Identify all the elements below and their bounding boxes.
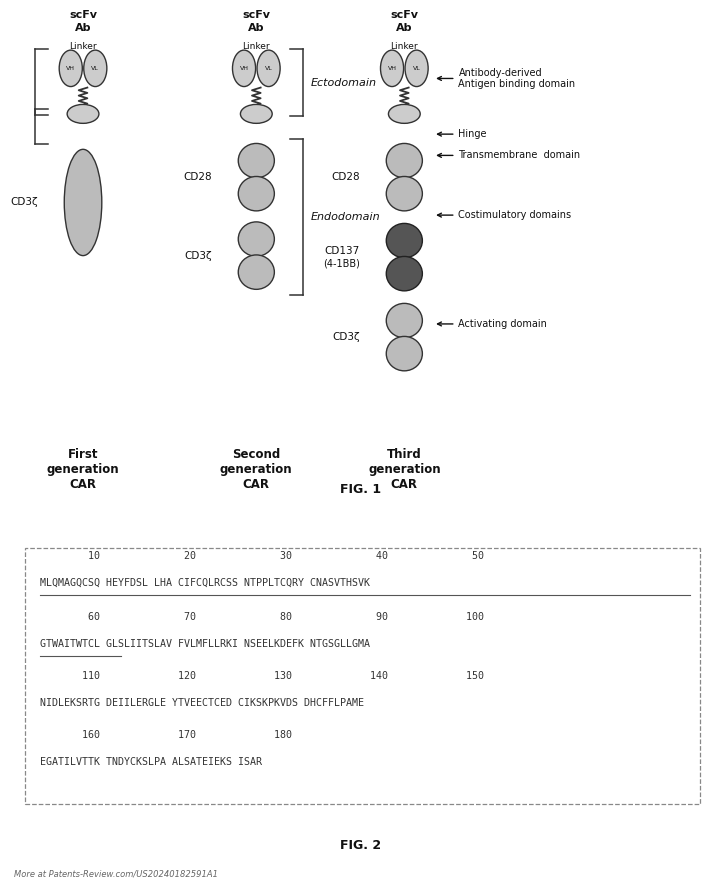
Ellipse shape — [238, 177, 274, 210]
Text: VL: VL — [413, 66, 420, 71]
Ellipse shape — [232, 50, 256, 86]
Ellipse shape — [386, 224, 422, 258]
Text: Second
generation
CAR: Second generation CAR — [220, 448, 292, 491]
Text: VH: VH — [66, 66, 75, 71]
Text: First
generation
CAR: First generation CAR — [47, 448, 119, 491]
Text: Antibody-derived
Antigen binding domain: Antibody-derived Antigen binding domain — [438, 67, 575, 90]
Ellipse shape — [386, 177, 422, 210]
Ellipse shape — [59, 50, 82, 86]
Text: scFv: scFv — [243, 10, 270, 20]
Text: CD137: CD137 — [324, 246, 360, 256]
Text: 110             120             130             140             150: 110 120 130 140 150 — [40, 671, 484, 681]
Text: (4-1BB): (4-1BB) — [323, 258, 360, 268]
Text: CD3ζ: CD3ζ — [184, 250, 212, 260]
Text: CD3ζ: CD3ζ — [332, 332, 360, 342]
Text: Third
generation
CAR: Third generation CAR — [368, 448, 440, 491]
Text: VH: VH — [388, 66, 396, 71]
Text: EGATILVTTK TNDYCKSLPA ALSATEIEKS ISAR: EGATILVTTK TNDYCKSLPA ALSATEIEKS ISAR — [40, 757, 261, 767]
Text: Ab: Ab — [248, 23, 264, 33]
Text: More at Patents-Review.com/US20240182591A1: More at Patents-Review.com/US20240182591… — [14, 869, 219, 878]
Text: FIG. 1: FIG. 1 — [341, 483, 381, 496]
FancyBboxPatch shape — [25, 548, 700, 804]
Text: Linker: Linker — [69, 42, 97, 51]
Text: Linker: Linker — [391, 42, 418, 51]
Text: CD28: CD28 — [331, 172, 360, 182]
Text: CD3ζ: CD3ζ — [11, 197, 38, 208]
Text: VL: VL — [265, 66, 272, 71]
Ellipse shape — [238, 222, 274, 257]
Text: VL: VL — [92, 66, 99, 71]
Text: Transmembrane  domain: Transmembrane domain — [438, 150, 580, 161]
Ellipse shape — [238, 255, 274, 289]
Text: 60              70              80              90             100: 60 70 80 90 100 — [40, 612, 484, 622]
Text: Activating domain: Activating domain — [438, 319, 547, 329]
Ellipse shape — [386, 337, 422, 371]
Text: MLQMAGQCSQ HEYFDSL LHA CIFCQLRCSS NTPPLTCQRY CNASVTHSVK: MLQMAGQCSQ HEYFDSL LHA CIFCQLRCSS NTPPLT… — [40, 577, 370, 588]
Text: GTWAITWTCL GLSLIITSLAV FVLMFLLRKI NSEELKDEFK NTGSGLLGMA: GTWAITWTCL GLSLIITSLAV FVLMFLLRKI NSEELK… — [40, 638, 370, 648]
Text: Hinge: Hinge — [438, 129, 487, 139]
Text: Endodomain: Endodomain — [310, 212, 380, 222]
Text: 160             170             180: 160 170 180 — [40, 730, 292, 741]
Text: Ab: Ab — [396, 23, 412, 33]
Ellipse shape — [405, 50, 428, 86]
Text: FIG. 2: FIG. 2 — [341, 839, 381, 852]
Ellipse shape — [240, 105, 272, 123]
Text: CD28: CD28 — [183, 172, 212, 182]
Ellipse shape — [386, 144, 422, 178]
Ellipse shape — [386, 304, 422, 337]
Text: scFv: scFv — [69, 10, 97, 20]
Text: Ab: Ab — [75, 23, 91, 33]
Text: 10              20              30              40              50: 10 20 30 40 50 — [40, 551, 484, 561]
Text: Costimulatory domains: Costimulatory domains — [438, 210, 572, 220]
Ellipse shape — [84, 50, 107, 86]
Ellipse shape — [67, 105, 99, 123]
Text: Ectodomain: Ectodomain — [310, 78, 376, 88]
Ellipse shape — [388, 105, 420, 123]
Text: Linker: Linker — [243, 42, 270, 51]
Ellipse shape — [257, 50, 280, 86]
Ellipse shape — [380, 50, 404, 86]
Text: VH: VH — [240, 66, 248, 71]
Ellipse shape — [386, 257, 422, 291]
Text: NIDLEKSRTG DEIILERGLE YTVEECTCED CIKSKPKVDS DHCFFLPAME: NIDLEKSRTG DEIILERGLE YTVEECTCED CIKSKPK… — [40, 698, 364, 708]
Text: scFv: scFv — [391, 10, 418, 20]
Ellipse shape — [238, 144, 274, 178]
Ellipse shape — [64, 149, 102, 256]
